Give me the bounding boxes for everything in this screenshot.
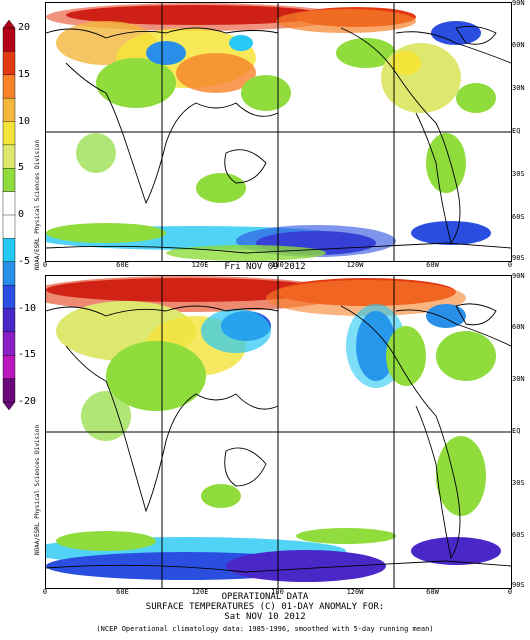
- colorbar-segment: [2, 97, 16, 122]
- lat-label: 30N: [512, 375, 525, 383]
- lat-label: 30N: [512, 84, 525, 92]
- lat-label: 60S: [512, 531, 525, 539]
- lat-label: 90S: [512, 254, 525, 262]
- lon-label: 60W: [426, 261, 439, 269]
- colorbar-segment: [2, 238, 16, 263]
- footer-date: Sat NOV 10 2012: [224, 612, 306, 622]
- lat-label: EQ: [512, 427, 521, 435]
- lon-label: 0: [507, 261, 513, 269]
- colorbar-tick-label: -5: [18, 255, 31, 267]
- lon-label: 120W: [346, 588, 364, 596]
- colorbar-graphic: [2, 19, 16, 411]
- colorbar-segment: [2, 378, 16, 403]
- colorbar-segment: [2, 74, 16, 99]
- anomaly-fill-bottom: [46, 276, 501, 582]
- lat-label: 90S: [512, 581, 525, 589]
- lon-label: 60E: [116, 588, 129, 596]
- colorbar-segment: [2, 121, 16, 146]
- grid-bottom: [46, 276, 511, 588]
- colorbar-tick-label: -10: [18, 302, 37, 314]
- lon-label: 120W: [346, 261, 364, 269]
- colorbar-tick-label: 5: [18, 162, 25, 174]
- lon-label: 180: [271, 588, 284, 596]
- colorbar-segment: [2, 284, 16, 309]
- colorbar-segment: [2, 191, 16, 216]
- colorbar-segment: [2, 308, 16, 333]
- map-panel-bottom: [45, 275, 512, 589]
- colorbar-top-arrow: [2, 19, 16, 29]
- colorbar-tick-label: 20: [18, 22, 31, 33]
- lon-label: 120E: [191, 261, 209, 269]
- coastlines-bottom: [46, 303, 511, 573]
- credit-bottom: NOAA/ESRL Physical Sciences Division: [34, 425, 41, 556]
- footer-operational: OPERATIONAL DATA: [221, 592, 309, 602]
- colorbar-segment: [2, 331, 16, 356]
- lon-label: 120E: [191, 588, 209, 596]
- credit-top: NOAA/ESRL Physical Sciences Division: [34, 140, 41, 271]
- lon-label: 0: [507, 588, 513, 596]
- map-panel-top: [45, 2, 512, 262]
- colorbar-tick-label: 15: [18, 68, 31, 80]
- panel-title-top: Fri NOV 09 2012: [224, 262, 306, 272]
- lat-label: 30S: [512, 479, 525, 487]
- colorbar: [2, 19, 16, 411]
- lon-label: 0: [42, 261, 48, 269]
- colorbar-segment: [2, 144, 16, 169]
- lat-label: 60N: [512, 41, 525, 49]
- colorbar-segment: [2, 168, 16, 193]
- footer-climatology-note: (NCEP Operational climatology data: 1985…: [96, 625, 434, 633]
- colorbar-tick-label: -20: [18, 396, 37, 407]
- colorbar-bottom-arrow: [2, 401, 16, 411]
- colorbar-tick-label: 0: [18, 209, 25, 220]
- lat-label: 90N: [512, 272, 525, 280]
- lat-label: 90N: [512, 0, 525, 7]
- colorbar-segment: [2, 51, 16, 76]
- lon-label: 0: [42, 588, 48, 596]
- lat-label: 30S: [512, 170, 525, 178]
- colorbar-segment: [2, 355, 16, 380]
- colorbar-segment: [2, 214, 16, 239]
- grid-top: [46, 3, 511, 261]
- lat-label: EQ: [512, 127, 521, 135]
- lat-label: 60N: [512, 323, 525, 331]
- lon-label: 60E: [116, 261, 129, 269]
- anomaly-map-bottom: [46, 276, 511, 588]
- lat-label: 60S: [512, 213, 525, 221]
- lon-label: 180: [271, 261, 284, 269]
- colorbar-segment: [2, 27, 16, 52]
- lon-label: 60W: [426, 588, 439, 596]
- anomaly-map-top: [46, 3, 511, 261]
- footer-variable: SURFACE TEMPERATURES (C) 01-DAY ANOMALY …: [145, 602, 385, 612]
- coastlines-top: [46, 25, 511, 254]
- colorbar-tick-label: 10: [18, 115, 31, 127]
- colorbar-tick-label: -15: [18, 349, 37, 361]
